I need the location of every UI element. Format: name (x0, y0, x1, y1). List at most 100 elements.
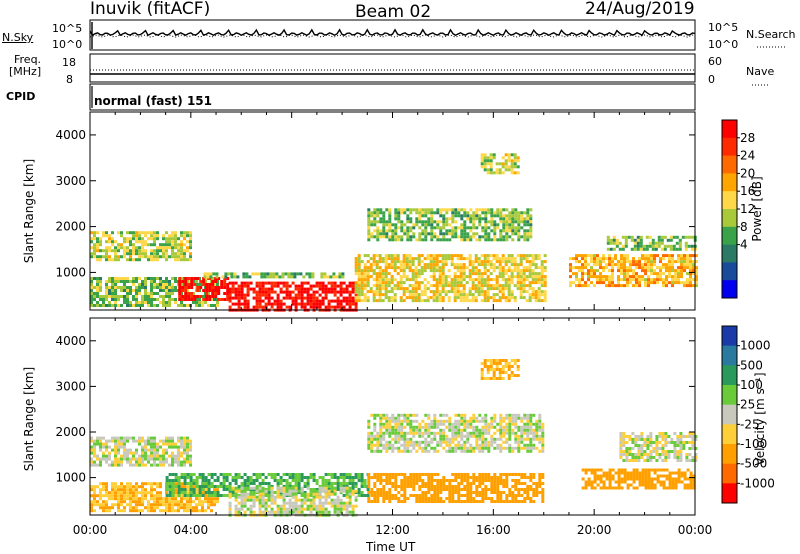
velocity-cell (93, 497, 96, 501)
velocity-cell (198, 500, 201, 504)
power-cell (180, 283, 183, 286)
velocity-cell (117, 463, 120, 467)
power-cell (534, 272, 538, 276)
power-cell (520, 211, 524, 215)
power-cell (240, 287, 244, 291)
velocity-cell (400, 479, 404, 482)
power-cell (534, 263, 538, 267)
velocity-cell (312, 495, 316, 499)
velocity-cell (237, 488, 241, 491)
power-cell (105, 231, 108, 235)
velocity-cell (147, 482, 150, 486)
velocity-cell (180, 497, 183, 501)
power-cell (285, 293, 289, 297)
power-cell (486, 257, 490, 261)
power-cell (695, 281, 698, 285)
velocity-cell (445, 449, 449, 453)
power-cell (502, 238, 506, 242)
velocity-cell (282, 501, 286, 505)
power-cell (445, 223, 449, 227)
velocity-cell (339, 510, 343, 514)
velocity-cell (400, 500, 404, 503)
velocity-cell (186, 451, 189, 455)
power-cell (99, 280, 102, 283)
power-cell (372, 284, 376, 288)
velocity-cell (219, 482, 223, 485)
velocity-cell (508, 425, 512, 429)
power-cell (483, 269, 487, 273)
velocity-cell (135, 460, 138, 464)
velocity-cell (490, 440, 494, 444)
velocity-cell (273, 473, 277, 476)
power-cell (578, 269, 581, 273)
power-cell (537, 266, 541, 270)
power-cell (436, 235, 440, 239)
velocity-cell (150, 439, 153, 443)
velocity-cell (505, 413, 509, 417)
velocity-cell (439, 440, 443, 444)
power-cell (617, 263, 620, 267)
power-cell (132, 304, 135, 307)
power-cell (111, 292, 114, 295)
power-cell (329, 275, 333, 279)
power-cell (511, 208, 515, 212)
power-cell (690, 235, 694, 239)
power-cell (376, 211, 380, 215)
power-cell (680, 275, 683, 279)
power-cell (575, 272, 578, 276)
power-cell (662, 272, 665, 276)
power-cell (489, 260, 493, 264)
power-cell (228, 296, 232, 300)
power-cell (320, 275, 324, 279)
velocity-cell (192, 479, 196, 482)
power-cell (348, 293, 352, 297)
velocity-cell (351, 507, 355, 511)
velocity-cell (123, 451, 126, 455)
velocity-cell (114, 482, 117, 486)
velocity-cell (174, 497, 177, 501)
velocity-cell (385, 422, 389, 426)
velocity-cell (276, 479, 280, 482)
velocity-cell (204, 509, 207, 513)
velocity-cell (433, 488, 437, 491)
velocity-cell (445, 413, 449, 417)
velocity-cell (99, 497, 102, 501)
power-cell (414, 269, 418, 273)
power-cell (300, 281, 304, 285)
power-cell (680, 269, 683, 273)
velocity-cell (424, 425, 428, 429)
power-cell (367, 235, 371, 239)
power-cell (375, 260, 379, 264)
velocity-cell (348, 501, 352, 505)
velocity-cell (264, 489, 268, 493)
velocity-cell (195, 503, 198, 507)
velocity-cell (336, 501, 340, 505)
power-cell (423, 266, 427, 270)
power-cell (126, 246, 129, 250)
velocity-cell (436, 425, 440, 429)
velocity-cell (204, 479, 208, 482)
power-cell (270, 302, 274, 306)
velocity-cell (114, 448, 117, 452)
velocity-cell (472, 434, 476, 438)
velocity-cell (117, 485, 120, 489)
power-cell (459, 263, 463, 267)
velocity-cell (135, 500, 138, 504)
power-cell (354, 296, 358, 300)
velocity-cell (270, 495, 274, 499)
power-cell (630, 238, 634, 242)
power-cell (132, 249, 135, 253)
power-cell (438, 275, 442, 279)
power-cell (408, 269, 412, 273)
velocity-cell (234, 495, 238, 499)
velocity-cell (427, 431, 431, 435)
velocity-cell (294, 485, 298, 488)
velocity-cell (204, 491, 208, 494)
power-cell (453, 263, 457, 267)
velocity-cell (168, 442, 171, 446)
power-cell (153, 237, 156, 241)
velocity-cell (463, 419, 467, 423)
velocity-cell (99, 503, 102, 507)
power-cell (606, 235, 610, 239)
power-cell (144, 243, 147, 247)
